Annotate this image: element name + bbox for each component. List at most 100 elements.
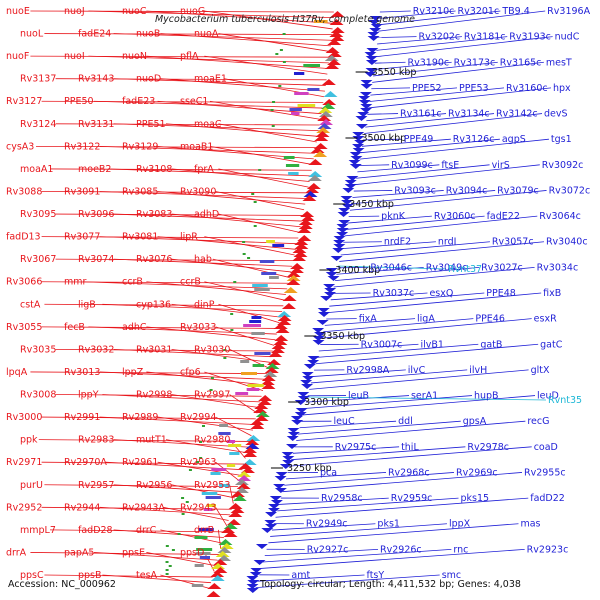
forward-gene-label-rv2970a: Rv2970A <box>64 457 107 468</box>
forward-gene-label-drrb: drrB <box>194 525 214 536</box>
reverse-gene-leader <box>279 497 389 505</box>
reverse-gene-leader <box>377 36 462 45</box>
reverse-gene-leader <box>312 369 406 377</box>
reverse-gene-leader <box>360 138 500 154</box>
forward-gene-arrow <box>298 219 313 225</box>
forward-gene-label-adhd: adhD <box>194 209 219 220</box>
reverse-gene-label-esxr: esxR <box>534 314 557 325</box>
forward-gene-arrow <box>290 263 305 269</box>
reverse-gene-arrow <box>282 456 295 461</box>
forward-gene-label-rv3000: Rv3000 <box>6 412 42 423</box>
gc-marker <box>242 253 246 255</box>
forward-gene-leader <box>171 213 301 228</box>
reverse-gene-arrow <box>312 340 325 345</box>
forward-gene-arrow <box>324 55 339 61</box>
forward-gene-arrow <box>250 423 265 429</box>
reverse-gene-arrow <box>355 116 368 121</box>
forward-gene-leader <box>49 529 226 533</box>
feature-box <box>196 548 213 551</box>
gc-marker <box>230 313 234 315</box>
gc-marker <box>201 425 205 427</box>
forward-gene-label-ppsc: ppsC <box>20 570 44 581</box>
reverse-gene-arrow <box>354 140 367 145</box>
forward-gene-leader <box>171 258 292 273</box>
feature-box <box>211 468 227 471</box>
reverse-gene-arrow <box>333 236 346 241</box>
forward-gene-arrow <box>286 275 301 281</box>
forward-gene-label-rv2963: Rv2963 <box>180 457 216 468</box>
forward-gene-arrow <box>319 119 334 125</box>
forward-gene-label-ppsd: ppsD <box>180 547 204 558</box>
forward-gene-label-lppz: lppZ <box>122 367 144 378</box>
reverse-gene-label-rv3173c: Rv3173c <box>454 57 496 68</box>
reverse-gene-arrow <box>320 296 333 301</box>
forward-gene-arrow <box>264 367 279 373</box>
reverse-gene-leader <box>377 36 417 38</box>
gc-marker <box>282 33 286 35</box>
tick-label-3400-kbp: 3400 kbp <box>335 265 380 276</box>
forward-gene-leader <box>218 123 317 143</box>
feature-box <box>289 108 302 111</box>
reverse-gene-arrow <box>364 72 377 77</box>
forward-gene-leader <box>93 100 323 109</box>
forward-gene-label-rv3083: Rv3083 <box>136 209 172 220</box>
forward-gene-label-rv2991: Rv2991 <box>64 412 100 423</box>
forward-gene-arrow <box>325 63 340 69</box>
reverse-gene-arrow <box>286 436 299 441</box>
forward-gene-arrow <box>232 495 247 501</box>
forward-gene-label-rv2983: Rv2983 <box>78 435 114 446</box>
forward-gene-leader <box>146 10 334 24</box>
reverse-gene-leader <box>323 318 474 333</box>
reverse-gene-label-rv2978c: Rv2978c <box>467 442 509 453</box>
feature-box <box>203 508 213 511</box>
reverse-gene-arrow <box>273 484 286 489</box>
reverse-gene-label-rv3064c: Rv3064c <box>539 211 581 222</box>
reverse-gene-leader <box>339 241 545 262</box>
forward-gene-leader <box>41 506 232 510</box>
forward-gene-label-rv2961: Rv2961 <box>122 457 158 468</box>
forward-gene-label-fpra: fprA <box>194 164 214 175</box>
reverse-gene-label-rv3049c: Rv3049c <box>426 262 468 273</box>
forward-gene-leader <box>171 394 259 408</box>
reverse-gene-label-rv3201c: Rv3201c <box>458 6 500 17</box>
feature-box <box>272 244 285 247</box>
forward-gene-label-cfp6: cfp6 <box>180 367 201 378</box>
reverse-gene-label-rv3093c: Rv3093c <box>394 185 436 196</box>
reverse-gene-label-ppe46: PPE46 <box>475 314 505 325</box>
tick-label-3300-kbp: 3300 kbp <box>304 397 349 408</box>
forward-gene-label-rv2998: Rv2998 <box>136 390 172 401</box>
reverse-gene-label-rnc: rnc <box>453 544 468 555</box>
forward-gene-label-hab: hab <box>194 254 212 265</box>
reverse-gene-label-rv3034c: Rv3034c <box>537 262 579 273</box>
gc-marker <box>199 441 203 443</box>
reverse-gene-label-fixb: fixB <box>543 288 561 299</box>
forward-gene-arrow <box>243 451 258 457</box>
reverse-gene-label-ppe48: PPE48 <box>486 288 516 299</box>
forward-gene-leader <box>44 574 213 578</box>
reverse-gene-arrow <box>297 392 310 397</box>
forward-gene-label-rv3074: Rv3074 <box>78 254 114 265</box>
forward-gene-arrow <box>263 371 278 377</box>
reverse-gene-label-rv2998a: Rv2998A <box>346 365 389 376</box>
forward-gene-leader <box>171 484 235 499</box>
forward-gene-label-cysa3: cysA3 <box>6 141 34 152</box>
reverse-gene-leader <box>317 343 479 358</box>
reverse-gene-arrow <box>290 416 303 421</box>
forward-gene-leader <box>55 258 294 262</box>
forward-gene-label-cyp136: cyp136 <box>136 299 171 310</box>
reverse-gene-arrow <box>267 508 280 513</box>
reverse-gene-leader <box>352 190 444 198</box>
gc-marker <box>196 461 200 463</box>
forward-gene-arrow <box>317 115 332 121</box>
reverse-gene-label-thil: thiL <box>401 442 419 453</box>
forward-gene-arrow <box>314 135 329 141</box>
reverse-gene-label-rv3126c: Rv3126c <box>453 134 495 145</box>
reverse-gene-leader <box>277 497 459 512</box>
reverse-gene-arrow <box>360 80 373 85</box>
tick-label-3350-kbp: 3350 kbp <box>320 331 365 342</box>
forward-gene-leader <box>44 303 284 307</box>
forward-gene-arrow <box>207 583 222 589</box>
gc-marker <box>251 193 255 195</box>
forward-gene-label-rv2994: Rv2994 <box>180 412 216 423</box>
reverse-gene-label-gpsa: gpsA <box>463 416 487 427</box>
